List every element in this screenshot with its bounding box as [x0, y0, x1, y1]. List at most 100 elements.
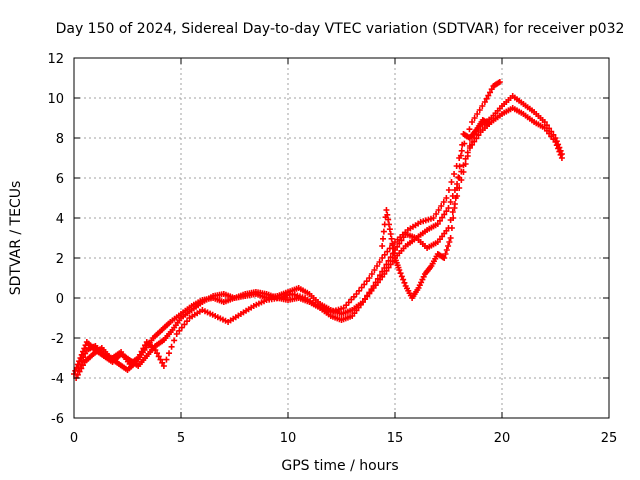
chart-title: Day 150 of 2024, Sidereal Day-to-day VTE…: [56, 21, 625, 37]
data-point-interp: [396, 240, 403, 247]
data-point-interp: [556, 148, 563, 155]
data-point-interp: [451, 205, 458, 211]
data-point-interp: [485, 92, 492, 99]
data-point-interp: [401, 279, 408, 286]
data-point-interp: [368, 271, 375, 277]
data-point-interp: [456, 163, 463, 170]
data-point-interp: [440, 199, 447, 205]
data-point: [383, 207, 390, 213]
data-point-interp: [483, 95, 490, 102]
data-point-interp: [385, 216, 392, 223]
y-tick-label: 12: [47, 52, 64, 67]
series-track-d: [379, 117, 493, 301]
data-point: [396, 267, 403, 273]
data-point-interp: [376, 259, 383, 265]
data-point-interp: [389, 240, 396, 247]
x-tick-label: 10: [280, 431, 297, 446]
data-point: [379, 255, 386, 261]
data-point: [466, 145, 473, 151]
data-point-interp: [447, 199, 454, 205]
data-point-interp: [379, 268, 386, 275]
data-point-interp: [380, 235, 387, 242]
data-point: [445, 205, 452, 211]
data-point-interp: [479, 103, 486, 109]
data-point-interp: [371, 267, 378, 273]
data-point-interp: [448, 225, 455, 231]
data-point: [387, 231, 394, 237]
data-point-interp: [155, 353, 162, 360]
data-point-interp: [459, 141, 466, 148]
x-tick-label: 25: [601, 431, 618, 446]
data-point-interp: [384, 248, 391, 255]
data-point-interp: [159, 359, 166, 366]
data-point: [434, 221, 441, 227]
y-tick-label: 8: [56, 132, 64, 147]
data-point-interp: [457, 152, 464, 159]
data-point: [443, 195, 450, 201]
data-point-interp: [386, 221, 393, 228]
data-point: [135, 355, 142, 361]
data-point: [558, 155, 565, 161]
data-point-interp: [163, 356, 170, 363]
data-point-interp: [460, 169, 467, 175]
data-point-interp: [74, 371, 81, 378]
data-point-interp: [443, 247, 450, 253]
data-point-interp: [487, 89, 494, 96]
data-point-interp: [464, 153, 471, 159]
data-point-interp: [390, 245, 397, 252]
data-point-interp: [474, 111, 481, 117]
data-point-interp: [433, 211, 440, 217]
data-point: [541, 119, 548, 125]
data-point-interp: [183, 318, 190, 325]
x-axis-title: GPS time / hours: [281, 458, 398, 474]
data-point: [496, 79, 503, 85]
data-point-interp: [372, 279, 379, 286]
data-point: [379, 243, 386, 249]
data-point-interp: [388, 235, 395, 242]
data-point-interp: [381, 251, 388, 258]
y-tick-label: -4: [51, 372, 64, 387]
data-point-interp: [398, 273, 405, 280]
plot-frame: [73, 57, 610, 419]
x-tick-label: 5: [177, 431, 185, 446]
data-point-interp: [458, 147, 465, 154]
data-point-interp: [488, 86, 495, 93]
data-point-interp: [475, 132, 482, 139]
data-point-interp: [166, 350, 173, 357]
data-point-interp: [385, 257, 392, 264]
data-point: [552, 139, 559, 145]
data-point-interp: [380, 228, 387, 235]
data-point-interp: [462, 161, 469, 167]
data-point-interp: [181, 321, 188, 328]
data-point-interp: [178, 324, 185, 331]
data-point: [359, 299, 366, 305]
data-point: [430, 215, 437, 221]
data-point: [366, 275, 373, 281]
data-point-interp: [377, 272, 384, 279]
y-tick-label: 2: [56, 252, 64, 267]
x-tick-label: 0: [70, 431, 78, 446]
data-point-interp: [82, 350, 89, 357]
data-point-interp: [446, 239, 453, 245]
data-point-interp: [476, 107, 483, 113]
data-point-interp: [450, 215, 457, 221]
data-point-interp: [364, 292, 371, 299]
data-point-interp: [391, 250, 398, 257]
data-point-interp: [140, 345, 147, 352]
data-point-interp: [168, 343, 175, 350]
data-point-interp: [358, 284, 365, 291]
data-point-interp: [449, 209, 456, 215]
data-point-interp: [451, 171, 458, 177]
data-point-interp: [441, 211, 448, 218]
data-point-interp: [79, 362, 86, 369]
data-point-interp: [394, 243, 401, 250]
plot-area: [71, 79, 565, 381]
data-point-interp: [142, 342, 149, 349]
data-point-interp: [384, 211, 391, 218]
data-point-interp: [435, 207, 442, 213]
data-point-interp: [400, 276, 407, 283]
data-point-interp: [553, 142, 560, 149]
x-tick-label: 20: [494, 431, 511, 446]
